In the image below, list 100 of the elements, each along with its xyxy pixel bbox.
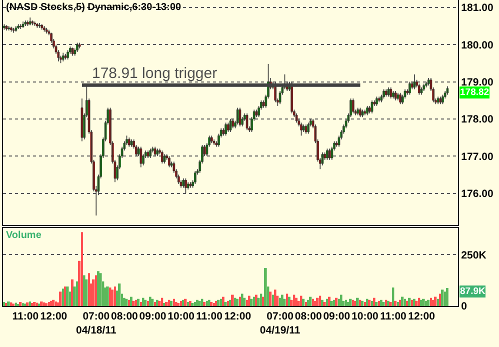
bar [334, 298, 338, 306]
bar [28, 302, 32, 306]
candlestick [168, 156, 170, 168]
bar [216, 300, 220, 306]
bar [382, 302, 385, 306]
bar [194, 302, 196, 306]
y-tick-label: 177.00 [461, 150, 494, 163]
bar [80, 232, 83, 306]
bar [184, 298, 187, 306]
bar [236, 298, 239, 306]
candlestick [300, 122, 302, 136]
bar [326, 298, 328, 306]
bar [392, 288, 394, 306]
bar [440, 290, 444, 306]
bar [434, 296, 437, 306]
bar [88, 273, 90, 306]
bar [136, 298, 140, 306]
bar [52, 300, 55, 306]
bar [154, 302, 156, 306]
bar [246, 300, 248, 306]
bar [210, 302, 213, 306]
bar [360, 300, 364, 306]
candlestick [418, 83, 420, 96]
bar [408, 298, 411, 306]
bar [292, 294, 296, 306]
bar [446, 288, 448, 306]
bar [98, 273, 102, 306]
bar [426, 300, 430, 306]
bar [170, 300, 173, 306]
y-tick-label: 0 [461, 300, 468, 313]
bar [180, 300, 182, 306]
bar [274, 290, 276, 306]
bar [84, 279, 88, 306]
y-tick-label: 180.00 [461, 39, 494, 52]
bar [430, 298, 432, 306]
y-tick-label: 178.00 [461, 114, 494, 126]
chart-title: Volume [6, 230, 42, 241]
bar [202, 302, 206, 306]
bar [414, 300, 418, 306]
bar [212, 302, 215, 306]
bar [132, 300, 135, 306]
candlestick [66, 50, 69, 60]
bar [260, 294, 262, 306]
bar [400, 296, 404, 306]
bar [208, 300, 210, 306]
bar [160, 298, 164, 306]
bar [372, 298, 376, 306]
bar [272, 294, 274, 306]
bar [58, 292, 62, 306]
x-tick-label: 10:00 [352, 310, 379, 323]
bar [176, 302, 180, 306]
candlestick [326, 148, 328, 160]
bar [224, 302, 227, 306]
bar [128, 300, 130, 306]
bar [22, 303, 24, 306]
bar [82, 275, 86, 306]
candlestick [194, 170, 196, 184]
bar [54, 302, 57, 306]
bar [66, 286, 69, 306]
bar [278, 298, 281, 306]
bar [322, 302, 326, 306]
bar [268, 292, 272, 306]
bar [394, 300, 397, 306]
bar [238, 296, 241, 306]
y-tick-label: 176.00 [461, 188, 494, 200]
y-tick-label: 179.00 [461, 76, 494, 88]
bar [48, 302, 50, 306]
y-tick-label: 250K [461, 249, 487, 262]
bar [344, 300, 348, 306]
bar [436, 298, 439, 306]
bar [418, 298, 420, 306]
x-tick-label: 11:00 [196, 310, 223, 323]
bar [352, 300, 354, 306]
bar [140, 302, 142, 306]
candlestick [184, 178, 187, 194]
bar [206, 300, 208, 306]
bar [2, 302, 6, 306]
bar [144, 300, 147, 306]
bar [240, 294, 244, 306]
bar [370, 300, 373, 306]
x-tick-label: 08:00 [294, 310, 322, 323]
bar [250, 298, 253, 306]
bar [150, 298, 154, 306]
bar [312, 298, 314, 306]
bar [330, 300, 333, 306]
bar [190, 302, 194, 306]
text: 87.9K [460, 286, 486, 297]
bar [422, 298, 425, 306]
text: 178.82 [460, 87, 490, 98]
bar [302, 298, 305, 306]
candlestick [352, 98, 354, 114]
y-tick-label: 181.00 [461, 2, 494, 14]
x-tick-label: 12:00 [408, 310, 436, 323]
bar [256, 298, 260, 306]
candlestick [376, 96, 378, 106]
bar [404, 298, 406, 306]
bar [318, 296, 322, 306]
x-tick-label: 11:00 [12, 310, 39, 323]
bar [14, 302, 17, 306]
bar [114, 286, 116, 306]
